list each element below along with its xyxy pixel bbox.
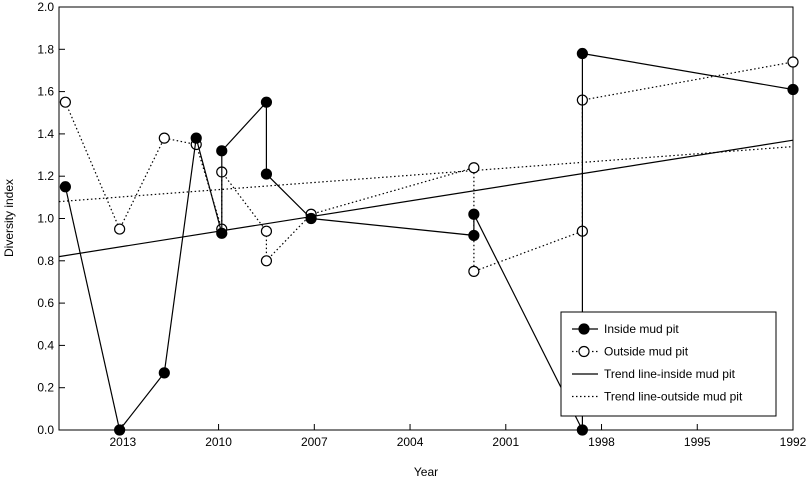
x-axis: 2013 2010 2007 2004 2001 1998 1995 1992 <box>109 424 807 449</box>
y-tick-label: 0.2 <box>37 381 54 395</box>
legend-marker-outside-mud-pit <box>578 345 590 358</box>
x-axis-title: Year <box>414 465 438 479</box>
data-point-inside-mud-pit <box>190 132 202 144</box>
x-tick-label: 1992 <box>780 435 807 449</box>
y-tick-label: 1.2 <box>37 169 54 183</box>
x-tick-label: 1995 <box>684 435 711 449</box>
x-tick-label: 2013 <box>109 435 136 449</box>
data-point-outside-mud-pit <box>59 96 71 108</box>
data-point-inside-mud-pit <box>787 83 799 96</box>
data-point-inside-mud-pit <box>305 212 317 225</box>
legend-label-outside-mud-pit: Outside mud pit <box>604 345 689 359</box>
x-tick-label: 2004 <box>397 435 424 449</box>
data-point-outside-mud-pit <box>158 132 170 144</box>
series-line-outside-mud-pit <box>64 61 794 273</box>
data-point-inside-mud-pit <box>59 181 71 193</box>
legend: Inside mud pit Outside mud pit Trend line-… <box>560 311 777 417</box>
data-point-inside-mud-pit <box>468 229 480 242</box>
data-point-outside-mud-pit <box>468 162 480 174</box>
y-tick-label: 2.0 <box>37 0 54 14</box>
data-point-inside-mud-pit <box>216 227 228 239</box>
x-tick-label: 2001 <box>492 435 519 449</box>
data-point-outside-mud-pit <box>787 56 799 68</box>
series-line-trend-line-inside-mud-pit <box>58 139 794 258</box>
data-point-inside-mud-pit <box>576 424 588 436</box>
data-point-outside-mud-pit <box>114 223 126 235</box>
y-tick-label: 0.6 <box>37 296 54 310</box>
data-point-outside-mud-pit <box>260 255 273 267</box>
x-tick-label: 2010 <box>205 435 232 449</box>
y-tick-label: 1.0 <box>37 212 54 226</box>
y-tick-label: 1.6 <box>37 85 54 99</box>
data-point-inside-mud-pit <box>260 96 273 108</box>
y-tick-label: 0.4 <box>37 338 54 352</box>
y-tick-label: 1.4 <box>37 127 54 141</box>
legend-label-inside-mud-pit: Inside mud pit <box>604 322 679 336</box>
data-point-inside-mud-pit <box>468 208 480 220</box>
y-axis-title: Diversity index <box>2 179 16 257</box>
y-tick-label: 1.8 <box>37 42 54 56</box>
data-point-outside-mud-pit <box>468 265 480 277</box>
data-point-inside-mud-pit <box>114 424 126 436</box>
x-tick-label: 1998 <box>588 435 615 449</box>
data-point-inside-mud-pit <box>576 47 588 60</box>
legend-label-trend-line-inside-mud-pit: Trend line-inside mud pit <box>604 367 736 381</box>
data-point-outside-mud-pit <box>260 225 273 237</box>
data-point-inside-mud-pit <box>260 168 273 180</box>
series-layer <box>58 47 799 436</box>
y-tick-label: 0.0 <box>37 423 54 437</box>
y-tick-label: 0.8 <box>37 254 54 268</box>
x-tick-label: 2007 <box>301 435 328 449</box>
legend-marker-inside-mud-pit <box>578 323 590 335</box>
series-line-trend-line-outside-mud-pit <box>58 146 794 203</box>
data-point-inside-mud-pit <box>216 145 228 157</box>
y-axis: 0.0 0.2 0.4 0.6 0.8 1.0 1.2 1.4 1.6 1.8 2.0 <box>37 0 65 437</box>
data-point-inside-mud-pit <box>158 367 170 379</box>
legend-label-trend-line-outside-mud-pit: Trend line-outside mud pit <box>604 390 743 404</box>
